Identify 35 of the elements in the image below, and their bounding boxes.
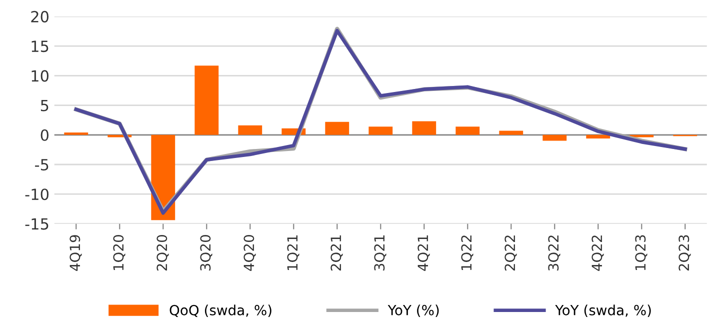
- x-tick-label: 4Q20: [244, 235, 256, 271]
- x-tick-label: 3Q22: [548, 236, 560, 271]
- x-tick-label: 4Q19: [70, 235, 82, 271]
- bar: [412, 121, 436, 135]
- legend-label: YoY (%): [388, 304, 439, 318]
- y-tick-label: 5: [40, 100, 48, 112]
- legend-label: YoY (swda, %): [555, 304, 651, 318]
- y-tick-label: -15: [25, 218, 48, 230]
- y-tick-label: -10: [25, 188, 48, 200]
- x-tick-label: 1Q23: [635, 235, 648, 270]
- y-tick-label: 0: [40, 129, 48, 141]
- x-tick-label: 4Q21: [418, 235, 430, 271]
- y-tick-label: 15: [32, 40, 48, 52]
- bar: [542, 134, 567, 141]
- bar: [499, 130, 524, 135]
- x-tick-label: 2Q20: [156, 235, 169, 271]
- x-tick-label: 2Q23: [678, 235, 691, 271]
- bar: [194, 66, 219, 135]
- bar: [325, 122, 350, 135]
- bar: [456, 126, 480, 135]
- x-tick-label: 1Q20: [113, 235, 126, 270]
- bar: [586, 134, 610, 138]
- x-tick-label: 2Q21: [330, 235, 343, 271]
- y-tick-label: 20: [31, 10, 48, 22]
- x-tick-label: 1Q21: [287, 235, 300, 270]
- bar: [368, 126, 393, 135]
- y-tick-label: 10: [32, 70, 48, 82]
- x-tick-label: 3Q20: [200, 235, 212, 271]
- y-tick-label: -5: [35, 159, 48, 171]
- x-tick-label: 4Q22: [592, 236, 604, 271]
- x-tick-label: 1Q22: [461, 236, 474, 270]
- bar: [238, 125, 262, 135]
- x-tick-label: 2Q22: [504, 236, 517, 271]
- legend-label: QoQ (swda, %): [170, 304, 272, 318]
- x-tick-label: 3Q21: [374, 235, 386, 271]
